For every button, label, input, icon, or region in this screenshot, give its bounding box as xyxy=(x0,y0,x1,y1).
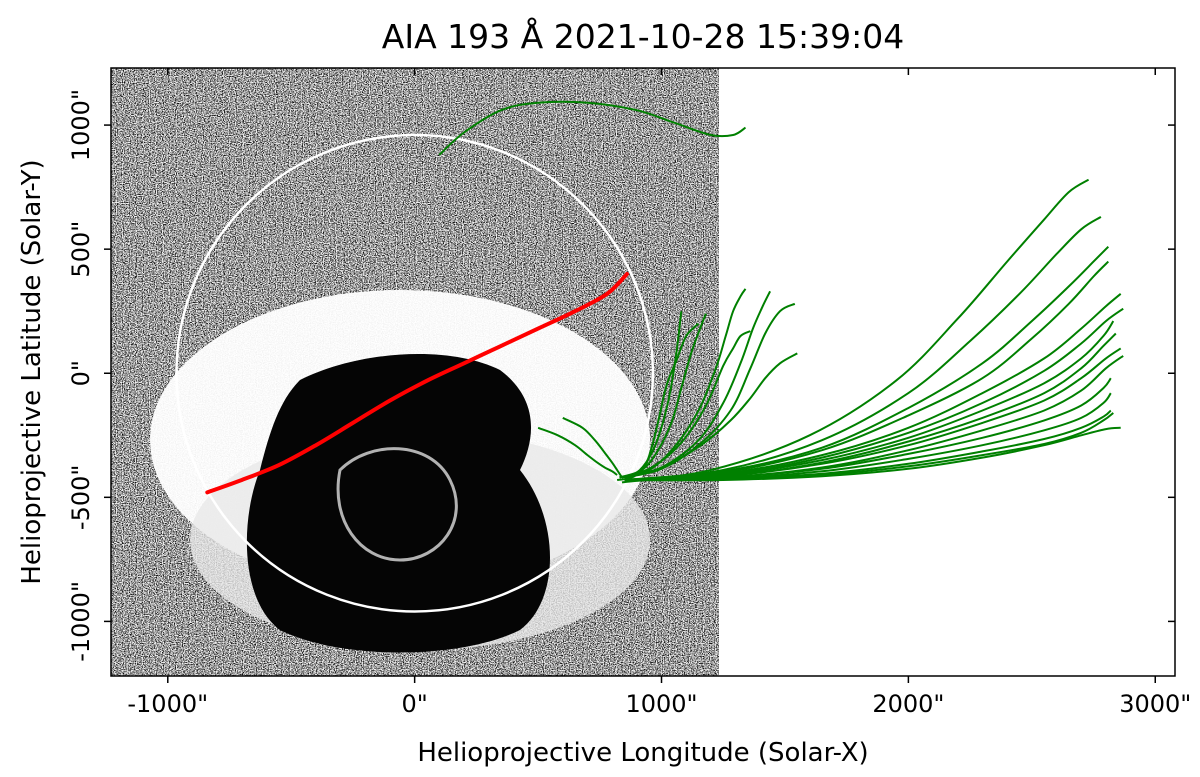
field-line xyxy=(624,260,1110,481)
field-line xyxy=(624,377,1112,481)
solar-limb-circle xyxy=(175,133,655,613)
field-line xyxy=(619,313,707,479)
field-line xyxy=(624,302,796,479)
field-line xyxy=(624,352,798,479)
x-tick-label: 3000" xyxy=(1119,690,1191,718)
x-tick-label: 2000" xyxy=(872,690,944,718)
field-line xyxy=(624,347,1122,481)
aia-difference-image xyxy=(111,68,719,676)
field-line xyxy=(562,417,623,479)
field-line xyxy=(624,320,1115,481)
x-tick-label: 0" xyxy=(401,690,427,718)
field-line xyxy=(621,178,1090,484)
dark-dimming-region xyxy=(246,353,550,653)
field-line xyxy=(624,293,1122,481)
axes-frame xyxy=(110,67,1176,677)
field-line xyxy=(438,100,747,156)
field-line xyxy=(624,426,1121,482)
field-lines-layer xyxy=(438,100,1124,484)
y-tick-label: 0" xyxy=(67,360,95,386)
field-line xyxy=(537,426,618,476)
chart-title: AIA 193 Å 2021-10-28 15:39:04 xyxy=(382,16,904,56)
x-axis-label: Helioprojective Longitude (Solar-X) xyxy=(417,738,868,768)
x-tick-label: 1000" xyxy=(625,690,697,718)
y-tick-label: 1000" xyxy=(67,89,95,161)
x-tick-label: -1000" xyxy=(127,690,208,718)
y-tick-label: -500" xyxy=(67,465,95,531)
y-axis-ticks: -1000" -500" 0" 500" 1000" xyxy=(67,89,1175,662)
y-tick-label: -1000" xyxy=(67,581,95,662)
red-track-series xyxy=(205,272,629,495)
field-line xyxy=(624,246,1110,481)
bright-loops xyxy=(336,447,458,562)
y-tick-label: 500" xyxy=(67,221,95,278)
field-line xyxy=(621,330,751,479)
field-line xyxy=(624,216,1102,481)
y-axis-label: Helioprojective Latitude (Solar-Y) xyxy=(17,159,47,584)
x-axis-ticks: -1000" 0" 1000" 2000" 3000" xyxy=(127,68,1191,718)
red-track-layer xyxy=(205,272,629,495)
